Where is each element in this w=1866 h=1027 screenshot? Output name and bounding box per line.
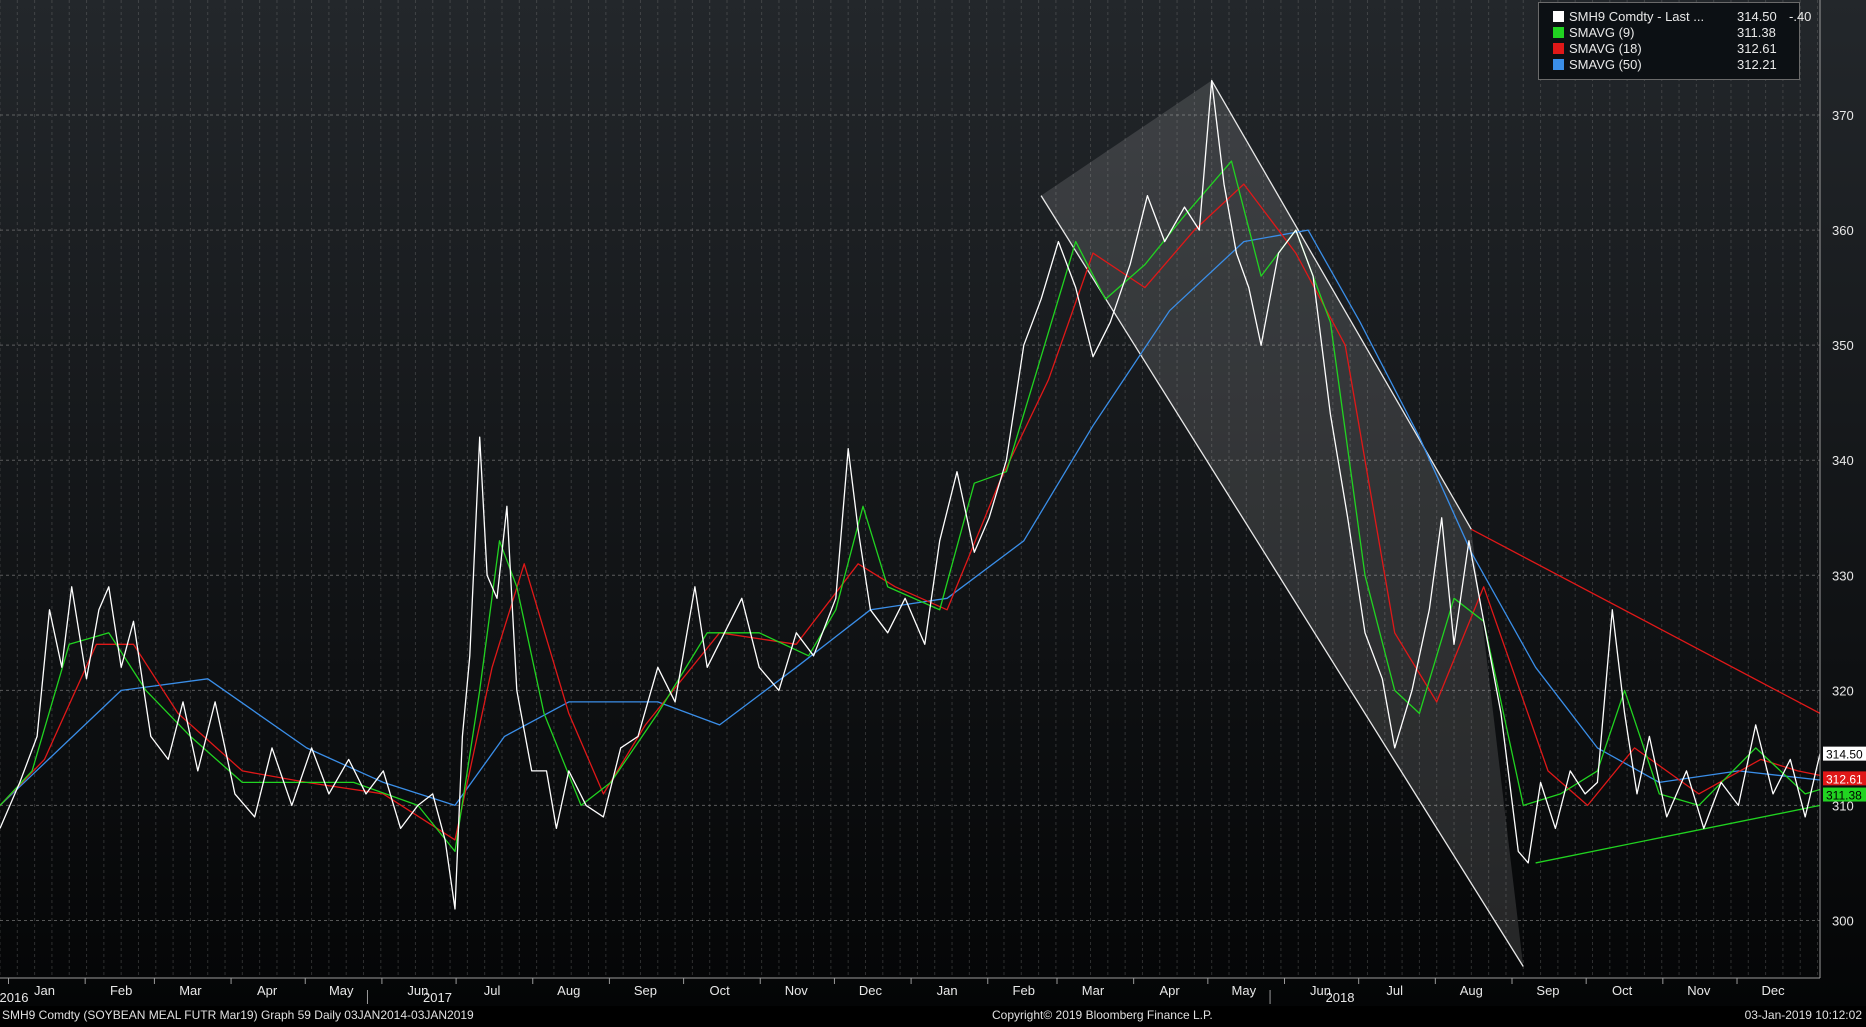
x-tick-label: Aug (557, 983, 580, 998)
x-tick-label: Feb (1013, 983, 1035, 998)
y-tick-label: 300 (1832, 913, 1854, 928)
x-tick-label: Jan (937, 983, 958, 998)
sma9-tag-label: 311.38 (1826, 789, 1862, 803)
series-line-3 (0, 229, 1821, 807)
legend-label: SMAVG (9) (1569, 25, 1635, 40)
x-tick-label: Aug (1460, 983, 1483, 998)
legend-value: 312.21 (1737, 57, 1777, 72)
legend-label: SMAVG (50) (1569, 57, 1642, 72)
legend-value: 314.50 (1737, 9, 1777, 24)
x-tick-label: Nov (785, 983, 809, 998)
x-tick-label: Dec (859, 983, 883, 998)
x-tick-label: Oct (1612, 983, 1633, 998)
legend-swatch (1553, 27, 1564, 38)
y-tick-label: 340 (1832, 453, 1854, 468)
last-price-tag-label: 314.50 (1826, 748, 1863, 762)
x-year-label: 2017 (423, 990, 452, 1005)
y-tick-label: 320 (1832, 683, 1854, 698)
legend-label: SMAVG (18) (1569, 41, 1642, 56)
series-line-1 (0, 160, 1821, 853)
x-tick-label: Apr (257, 983, 278, 998)
x-tick-label: Jan (34, 983, 55, 998)
y-tick-label: 370 (1832, 108, 1854, 123)
sma18-tag-label: 312.61 (1826, 772, 1863, 786)
x-tick-label: Jul (1386, 983, 1403, 998)
axis-layer: 300 310 320 330 340 350 360 370 Dec Jan Feb Mar Apr M… (0, 0, 1866, 1005)
series-layer (0, 79, 1821, 910)
x-tick-label: Oct (709, 983, 730, 998)
annotation-overlay (1040, 80, 1821, 967)
x-tick-label: Sep (1536, 983, 1559, 998)
y-tick-label: 310 (1832, 798, 1854, 813)
footer-security-info: SMH9 Comdty (SOYBEAN MEAL FUTR Mar19) Gr… (2, 1008, 474, 1022)
footer-timestamp: 03-Jan-2019 10:12:02 (1744, 1008, 1862, 1022)
grid (0, 0, 1820, 978)
legend-swatch (1553, 43, 1564, 54)
y-tick-label: 360 (1832, 223, 1854, 238)
legend-swatch (1553, 11, 1564, 22)
resistance-trendline (1471, 528, 1821, 714)
channel-fill (1041, 80, 1524, 967)
x-tick-label: Sep (634, 983, 657, 998)
x-tick-label: May (329, 983, 354, 998)
x-tick-label: Jun (407, 983, 428, 998)
legend-value: 312.61 (1737, 41, 1777, 56)
legend-label: SMH9 Comdty - Last ... (1569, 9, 1705, 24)
x-tick-label: Feb (110, 983, 132, 998)
legend-change: -.40 (1789, 9, 1812, 24)
series-line-0 (0, 79, 1821, 910)
legend-value: 311.38 (1737, 25, 1776, 40)
x-tick-label: Apr (1160, 983, 1181, 998)
last-price-tag-bg (1823, 746, 1866, 761)
x-tick-label: Jul (484, 983, 501, 998)
footer-bar: SMH9 Comdty (SOYBEAN MEAL FUTR Mar19) Gr… (0, 1006, 1866, 1022)
x-tick-label: Mar (1082, 983, 1105, 998)
x-tick-label: May (1232, 983, 1257, 998)
footer-copyright: Copyright© 2019 Bloomberg Finance L.P. (992, 1008, 1213, 1022)
sma18-tag-bg (1823, 771, 1866, 786)
x-tick-label: Dec (1761, 983, 1785, 998)
support-trendline (1535, 804, 1821, 864)
legend: SMH9 Comdty - Last ... 314.50 -.40 SMAVG… (1538, 2, 1811, 80)
x-year-label: 2016 (0, 990, 28, 1005)
x-tick-label: Jun (1310, 983, 1331, 998)
x-tick-label: Mar (179, 983, 202, 998)
y-tick-label: 330 (1832, 568, 1854, 583)
x-year-label: 2018 (1326, 990, 1355, 1005)
channel-lower-line (1040, 195, 1524, 967)
channel-upper-line (1211, 80, 1472, 530)
y-tick-label: 350 (1832, 338, 1854, 353)
plot-background (0, 0, 1866, 1006)
sma9-tag-bg (1823, 787, 1866, 802)
legend-swatch (1553, 59, 1564, 70)
x-tick-label: Nov (1687, 983, 1711, 998)
